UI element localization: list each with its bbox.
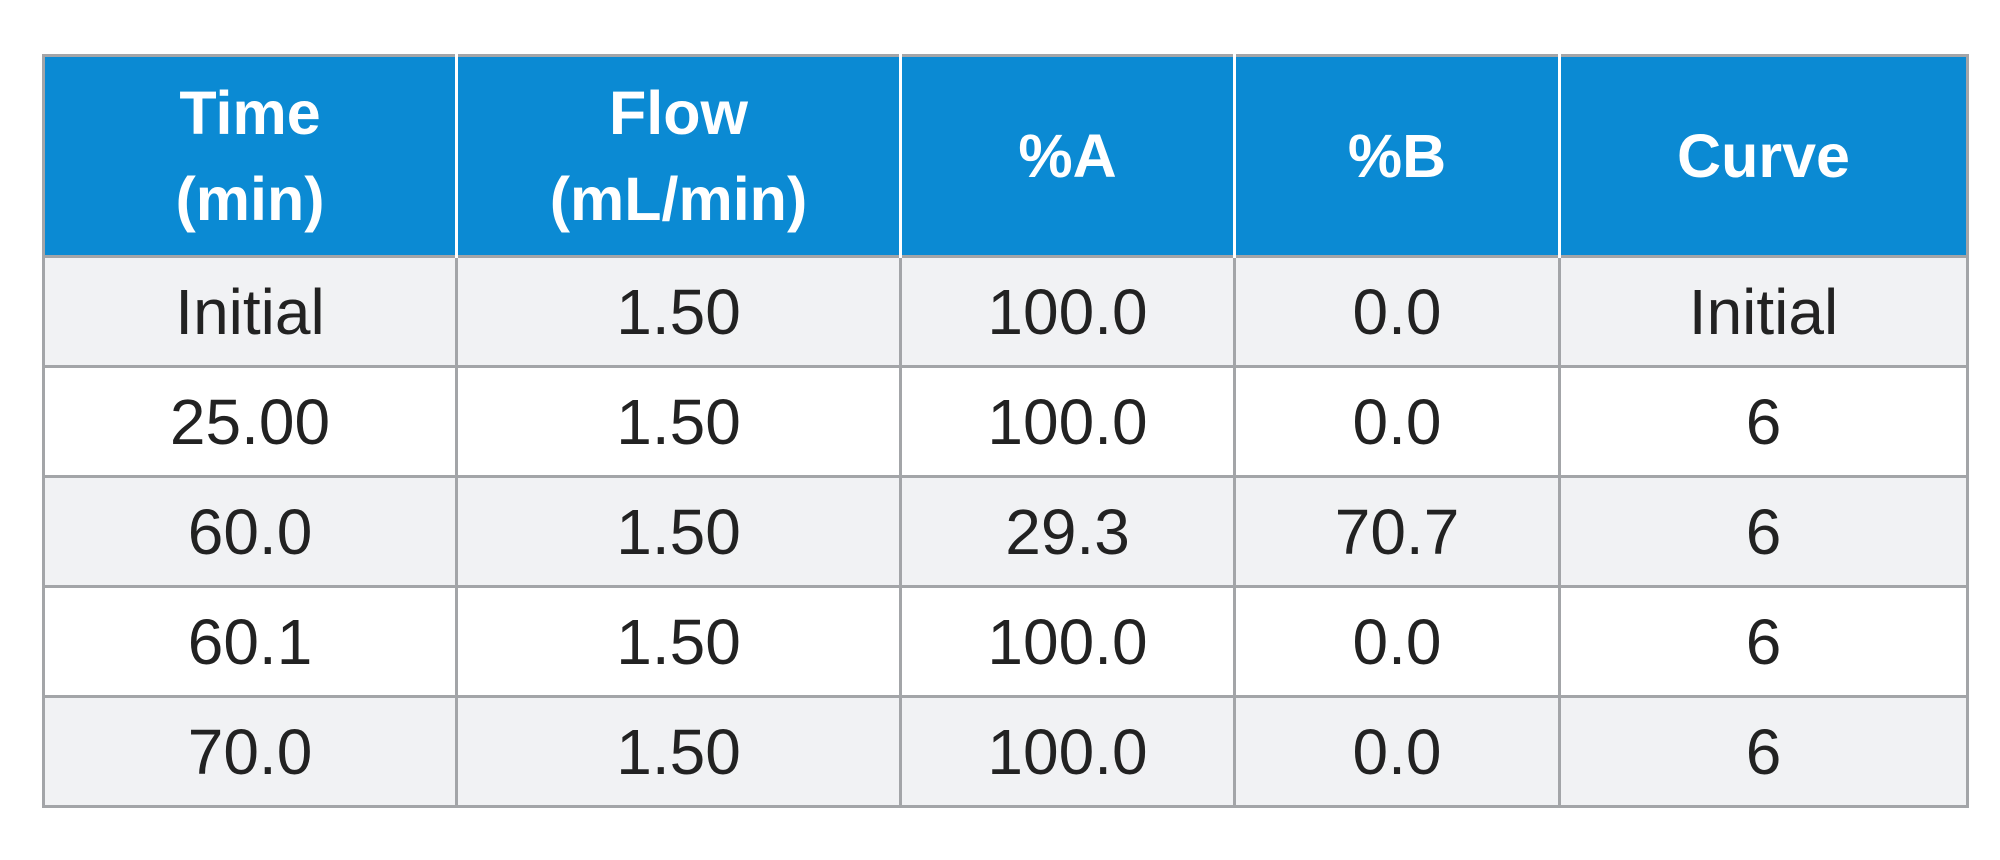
cell-percent-a: 100.0 <box>899 695 1236 808</box>
header-curve-label: Curve <box>1677 122 1850 190</box>
header-row: Time (min) Flow (mL/min) %A %B Curve <box>43 55 1968 257</box>
header-flow-label: Flow <box>609 79 748 147</box>
cell-percent-a: 100.0 <box>899 365 1236 478</box>
header-percent-b: %B <box>1233 55 1560 257</box>
header-time: Time (min) <box>43 55 457 257</box>
header-percent-a: %A <box>899 55 1235 257</box>
table-header: Time (min) Flow (mL/min) %A %B Curve <box>43 55 1968 257</box>
cell-percent-a: 100.0 <box>899 255 1236 368</box>
table-row: 25.00 1.50 100.0 0.0 6 <box>42 365 1969 478</box>
cell-percent-a: 29.3 <box>899 475 1236 588</box>
header-time-label: Time <box>179 79 321 147</box>
cell-flow: 1.50 <box>455 365 902 478</box>
cell-time: 60.0 <box>42 475 458 588</box>
cell-time: 25.00 <box>42 365 458 478</box>
cell-time: Initial <box>42 255 458 368</box>
table-body: Initial 1.50 100.0 0.0 Initial 25.00 1.5… <box>42 255 1969 808</box>
cell-flow: 1.50 <box>455 695 902 808</box>
header-flow: Flow (mL/min) <box>455 55 901 257</box>
cell-time: 70.0 <box>42 695 458 808</box>
header-percent-b-label: %B <box>1347 122 1447 190</box>
header-time-unit: (min) <box>175 165 325 233</box>
cell-curve: 6 <box>1558 475 1969 588</box>
cell-curve: Initial <box>1558 255 1969 368</box>
cell-percent-a: 100.0 <box>899 585 1236 698</box>
table-row: 60.0 1.50 29.3 70.7 6 <box>42 475 1969 588</box>
header-percent-a-label: %A <box>1018 122 1117 190</box>
cell-percent-b: 0.0 <box>1233 255 1561 368</box>
table-row: 60.1 1.50 100.0 0.0 6 <box>42 585 1969 698</box>
cell-percent-b: 0.0 <box>1233 365 1561 478</box>
cell-percent-b: 70.7 <box>1233 475 1561 588</box>
gradient-table: Time (min) Flow (mL/min) %A %B Curve Ini… <box>42 54 1969 808</box>
cell-flow: 1.50 <box>455 475 902 588</box>
cell-flow: 1.50 <box>455 255 902 368</box>
header-flow-unit: (mL/min) <box>549 165 808 233</box>
cell-curve: 6 <box>1558 695 1969 808</box>
cell-curve: 6 <box>1558 365 1969 478</box>
cell-percent-b: 0.0 <box>1233 585 1561 698</box>
cell-time: 60.1 <box>42 585 458 698</box>
table-row: 70.0 1.50 100.0 0.0 6 <box>42 695 1969 808</box>
header-curve: Curve <box>1558 55 1968 257</box>
cell-flow: 1.50 <box>455 585 902 698</box>
cell-percent-b: 0.0 <box>1233 695 1561 808</box>
cell-curve: 6 <box>1558 585 1969 698</box>
table-row: Initial 1.50 100.0 0.0 Initial <box>42 255 1969 368</box>
